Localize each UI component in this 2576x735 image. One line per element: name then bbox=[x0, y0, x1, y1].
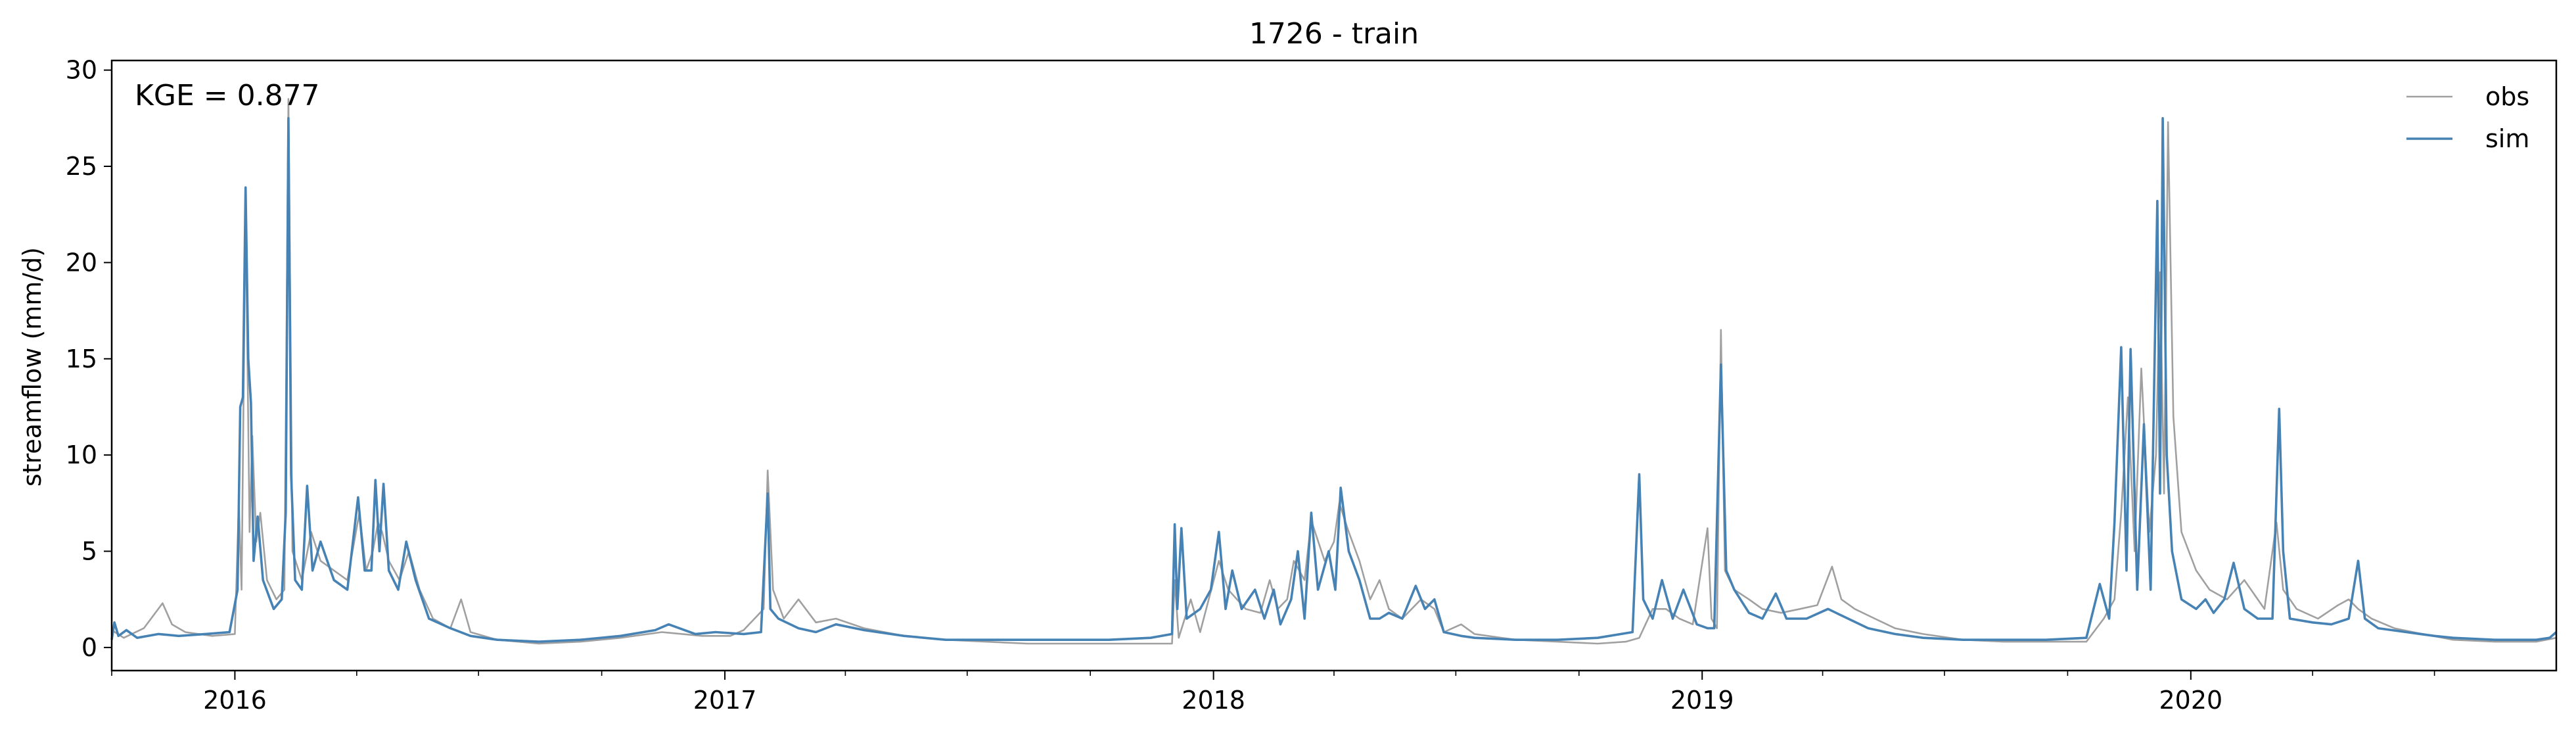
y-tick-label: 20 bbox=[66, 248, 97, 277]
x-tick-label: 2019 bbox=[1670, 686, 1734, 715]
kge-annotation: KGE = 0.877 bbox=[135, 79, 320, 112]
chart-title: 1726 - train bbox=[1249, 17, 1419, 51]
y-tick-label: 30 bbox=[66, 56, 97, 85]
plot-frame bbox=[110, 59, 2558, 672]
series-line-obs bbox=[111, 98, 2557, 645]
legend-label-sim: sim bbox=[2485, 124, 2529, 153]
y-tick-label: 5 bbox=[81, 536, 97, 565]
y-tick-label: 25 bbox=[66, 152, 97, 181]
x-tick-label: 2020 bbox=[2159, 686, 2222, 715]
series-line-sim bbox=[110, 117, 2558, 643]
y-tick-label: 10 bbox=[66, 440, 97, 469]
y-tick-label: 0 bbox=[81, 633, 97, 662]
y-tick-label: 15 bbox=[66, 344, 97, 373]
x-tick-label: 2016 bbox=[203, 686, 267, 715]
plot-content: 0 5 10 15 20 25 30 2016 2017 2018 2019 2020 bbox=[66, 56, 2558, 715]
x-tick-label: 2017 bbox=[693, 686, 757, 715]
legend: obs sim bbox=[2406, 82, 2529, 153]
y-axis-label: streamflow (mm/d) bbox=[18, 247, 47, 486]
legend-label-obs: obs bbox=[2485, 82, 2529, 111]
x-tick-label: 2018 bbox=[1182, 686, 1245, 715]
